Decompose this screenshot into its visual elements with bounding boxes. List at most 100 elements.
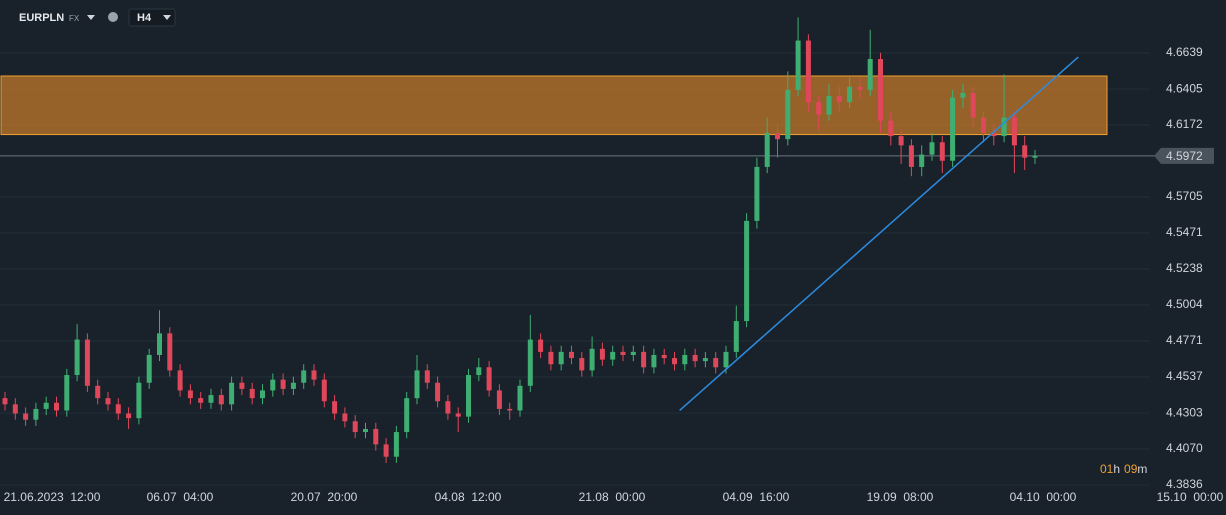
y-tick-label: 4.5238 — [1166, 261, 1203, 275]
candle-body — [321, 379, 327, 402]
candle-body — [260, 390, 265, 399]
x-tick-label: 04.10 00:00 — [1010, 490, 1077, 504]
candle-body — [661, 354, 667, 359]
y-tick-label: 4.6639 — [1166, 45, 1203, 59]
candle-body — [435, 382, 441, 402]
candle-body — [878, 59, 883, 121]
candle-body — [795, 40, 801, 90]
x-tick-label: 04.09 16:00 — [723, 490, 790, 504]
candle-body — [414, 370, 420, 399]
candle-body — [826, 96, 832, 115]
candle-body — [383, 444, 389, 457]
y-tick-label: 4.4537 — [1166, 369, 1203, 383]
y-tick-label: 4.6172 — [1166, 117, 1203, 131]
candle-body — [682, 354, 688, 365]
candle-body — [775, 133, 780, 140]
header: EURPLN FX H4 — [19, 8, 176, 27]
candle-body — [991, 133, 997, 137]
y-tick-label: 4.5471 — [1166, 225, 1203, 239]
resistance-zone — [0, 75, 1108, 136]
candle-body — [1011, 117, 1017, 146]
candle-body — [466, 375, 471, 417]
countdown-part: 01 — [1100, 462, 1114, 476]
candle-body — [187, 390, 193, 399]
candle-body — [476, 367, 482, 376]
candle-body — [960, 92, 966, 98]
candle-body — [744, 220, 750, 322]
candle-body — [115, 404, 121, 414]
timeframe-dropdown[interactable] — [163, 15, 171, 20]
info-icon[interactable] — [108, 12, 118, 22]
candle-body — [84, 339, 90, 386]
candle-body — [919, 154, 925, 167]
timeframe-box[interactable] — [128, 8, 176, 27]
candle-body — [455, 413, 461, 417]
candle-body — [527, 339, 533, 386]
candle-body — [723, 351, 729, 368]
candle-body — [816, 102, 822, 115]
countdown: 01h 09m — [1100, 462, 1147, 476]
symbol[interactable]: EURPLN — [19, 12, 64, 24]
candle-body — [507, 408, 513, 411]
candle-body — [2, 398, 8, 405]
candle-body — [363, 428, 368, 433]
candle-body — [229, 382, 235, 405]
candle-body — [64, 375, 70, 411]
candle-body — [424, 370, 430, 383]
candle-body — [105, 398, 111, 405]
candle-body — [157, 333, 162, 355]
candle-body — [445, 401, 451, 414]
candle-body — [867, 59, 873, 90]
candle-body — [393, 432, 399, 457]
candle-body — [888, 120, 894, 137]
candle-body — [599, 348, 605, 360]
y-tick-label: 4.4070 — [1166, 441, 1203, 455]
candle-body — [950, 97, 956, 161]
candle-body — [43, 402, 49, 409]
candle-body — [589, 348, 595, 371]
last-price-label: 4.5972 — [1166, 149, 1203, 163]
y-tick-label: 4.5004 — [1166, 297, 1203, 311]
candle-body — [311, 370, 317, 380]
candle-body — [95, 385, 101, 399]
candle-body — [733, 321, 739, 352]
x-tick-label: 19.09 08:00 — [867, 490, 934, 504]
candle-body — [54, 402, 59, 411]
candle-body — [1032, 155, 1038, 158]
candle-body — [672, 358, 677, 365]
candle-body — [352, 421, 358, 433]
candle-body — [785, 89, 791, 140]
countdown-part: m — [1137, 462, 1147, 476]
candle-body — [898, 136, 904, 146]
candle-body — [847, 86, 853, 103]
candle-body — [538, 339, 544, 352]
symbol-dropdown[interactable] — [87, 15, 95, 20]
candle-body — [373, 428, 379, 445]
plot — [0, 17, 1155, 463]
candle-body — [558, 351, 564, 365]
candle-body — [177, 370, 183, 391]
trendline[interactable] — [679, 56, 1079, 412]
candle-body — [713, 358, 719, 368]
timeframe[interactable]: H4 — [137, 12, 152, 24]
last-price-tag — [1154, 147, 1214, 164]
candle-body — [239, 382, 245, 389]
x-tick-label: 15.10 00:00 — [1157, 490, 1224, 504]
candle-body — [290, 382, 296, 389]
candle-body — [702, 358, 708, 362]
candle-body — [12, 404, 18, 414]
candle-body — [641, 351, 647, 368]
candle-body — [805, 40, 811, 103]
candle-body — [620, 351, 626, 355]
candle-body — [1022, 145, 1028, 158]
candle-body — [332, 401, 338, 414]
y-tick-label: 4.3836 — [1166, 477, 1203, 491]
candle-body — [692, 354, 698, 362]
y-tick-label: 4.5705 — [1166, 189, 1203, 203]
candle-body — [651, 354, 657, 368]
candle-body — [939, 142, 945, 161]
candle-body — [754, 166, 760, 221]
candle-body — [198, 398, 204, 403]
